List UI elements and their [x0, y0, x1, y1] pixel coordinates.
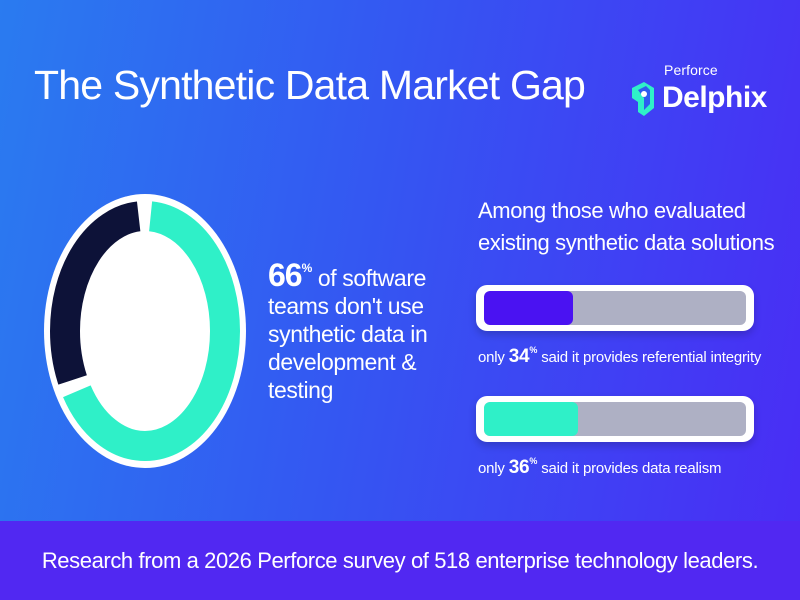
- donut-chart: [44, 194, 246, 468]
- delphix-logo: Perforce Delphix: [628, 62, 768, 126]
- caption-percent-sign: %: [529, 456, 538, 466]
- main-stat-percent-sign: %: [301, 261, 313, 275]
- page-title: The Synthetic Data Market Gap: [34, 62, 586, 108]
- caption-text: said it provides referential integrity: [541, 349, 762, 366]
- logo-name: Delphix: [662, 81, 767, 114]
- caption-prefix: only: [478, 349, 505, 366]
- logo-perforce-text: Perforce: [664, 62, 718, 78]
- donut-segment-66-percent: [50, 201, 240, 461]
- caption-text: said it provides data realism: [541, 460, 722, 477]
- caption-number: 36: [508, 457, 530, 478]
- bars-subheading: Among those who evaluated existing synth…: [478, 198, 775, 255]
- footer-text: Research from a 2026 Perforce survey of …: [41, 547, 759, 573]
- delphix-mark-icon: [632, 82, 654, 116]
- main-stat-text: of software teams don't use synthetic da…: [268, 265, 428, 403]
- progress-bar-fill: [484, 291, 574, 325]
- footer-banner: Research from a 2026 Perforce survey of …: [0, 521, 800, 600]
- progress-bar-referential-integrity: [476, 285, 754, 331]
- caption-percent-sign: %: [529, 345, 538, 355]
- bar-caption-data-realism: only 36% said it provides data realism: [478, 456, 722, 479]
- progress-bar-data-realism: [476, 396, 754, 442]
- main-stat: 66% of software teams don't use syntheti…: [268, 254, 448, 404]
- progress-bar-fill: [484, 402, 579, 436]
- donut-segment-remainder: [50, 201, 240, 461]
- bar-caption-referential-integrity: only 34% said it provides referential in…: [478, 345, 761, 368]
- main-stat-number: 66: [268, 257, 303, 293]
- progress-bar-track: [484, 402, 746, 436]
- caption-number: 34: [508, 346, 530, 367]
- caption-prefix: only: [478, 460, 505, 477]
- progress-bar-track: [484, 291, 746, 325]
